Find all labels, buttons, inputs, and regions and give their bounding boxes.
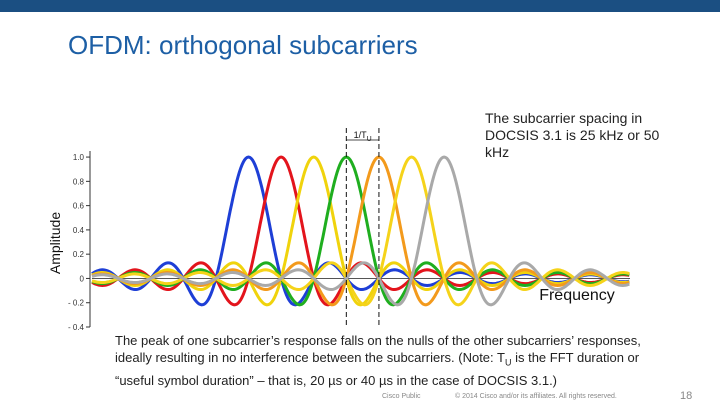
footer-classification: Cisco Public bbox=[382, 393, 421, 400]
y-tick-label: 0.6 bbox=[73, 202, 85, 211]
y-tick-label: 0 bbox=[80, 274, 85, 283]
subcarrier-curve bbox=[91, 155, 630, 307]
y-tick-label: 0.4 bbox=[73, 226, 85, 235]
slide-title: OFDM: orthogonal subcarriers bbox=[68, 30, 418, 60]
spacing-marker-label: 1/TU bbox=[354, 130, 372, 143]
note-text: The peak of one subcarrier’s response fa… bbox=[115, 333, 641, 365]
note-sub: U bbox=[504, 357, 512, 368]
page-number: 18 bbox=[680, 390, 693, 402]
y-axis-label: Amplitude bbox=[47, 212, 63, 274]
note-text: is the FFT duration or “useful symbol du… bbox=[115, 350, 640, 388]
note: The peak of one subcarrier’s response fa… bbox=[115, 332, 645, 389]
top-band bbox=[0, 0, 720, 12]
subcarrier-curve bbox=[91, 155, 630, 307]
x-axis-label: Frequency bbox=[539, 287, 615, 304]
y-tick-label: 0.8 bbox=[73, 177, 85, 186]
footer-copyright: © 2014 Cisco and/or its affiliates. All … bbox=[455, 393, 617, 400]
y-tick-label: - 0.4 bbox=[68, 323, 85, 332]
y-tick-label: 1.0 bbox=[73, 153, 85, 162]
y-tick-label: - 0.2 bbox=[68, 299, 85, 308]
spacing-marker-text: 1/T bbox=[354, 130, 368, 140]
y-tick-label: 0.2 bbox=[73, 250, 85, 259]
spacing-marker-sub: U bbox=[367, 136, 372, 143]
callout: The subcarrier spacing in DOCSIS 3.1 is … bbox=[485, 110, 660, 160]
